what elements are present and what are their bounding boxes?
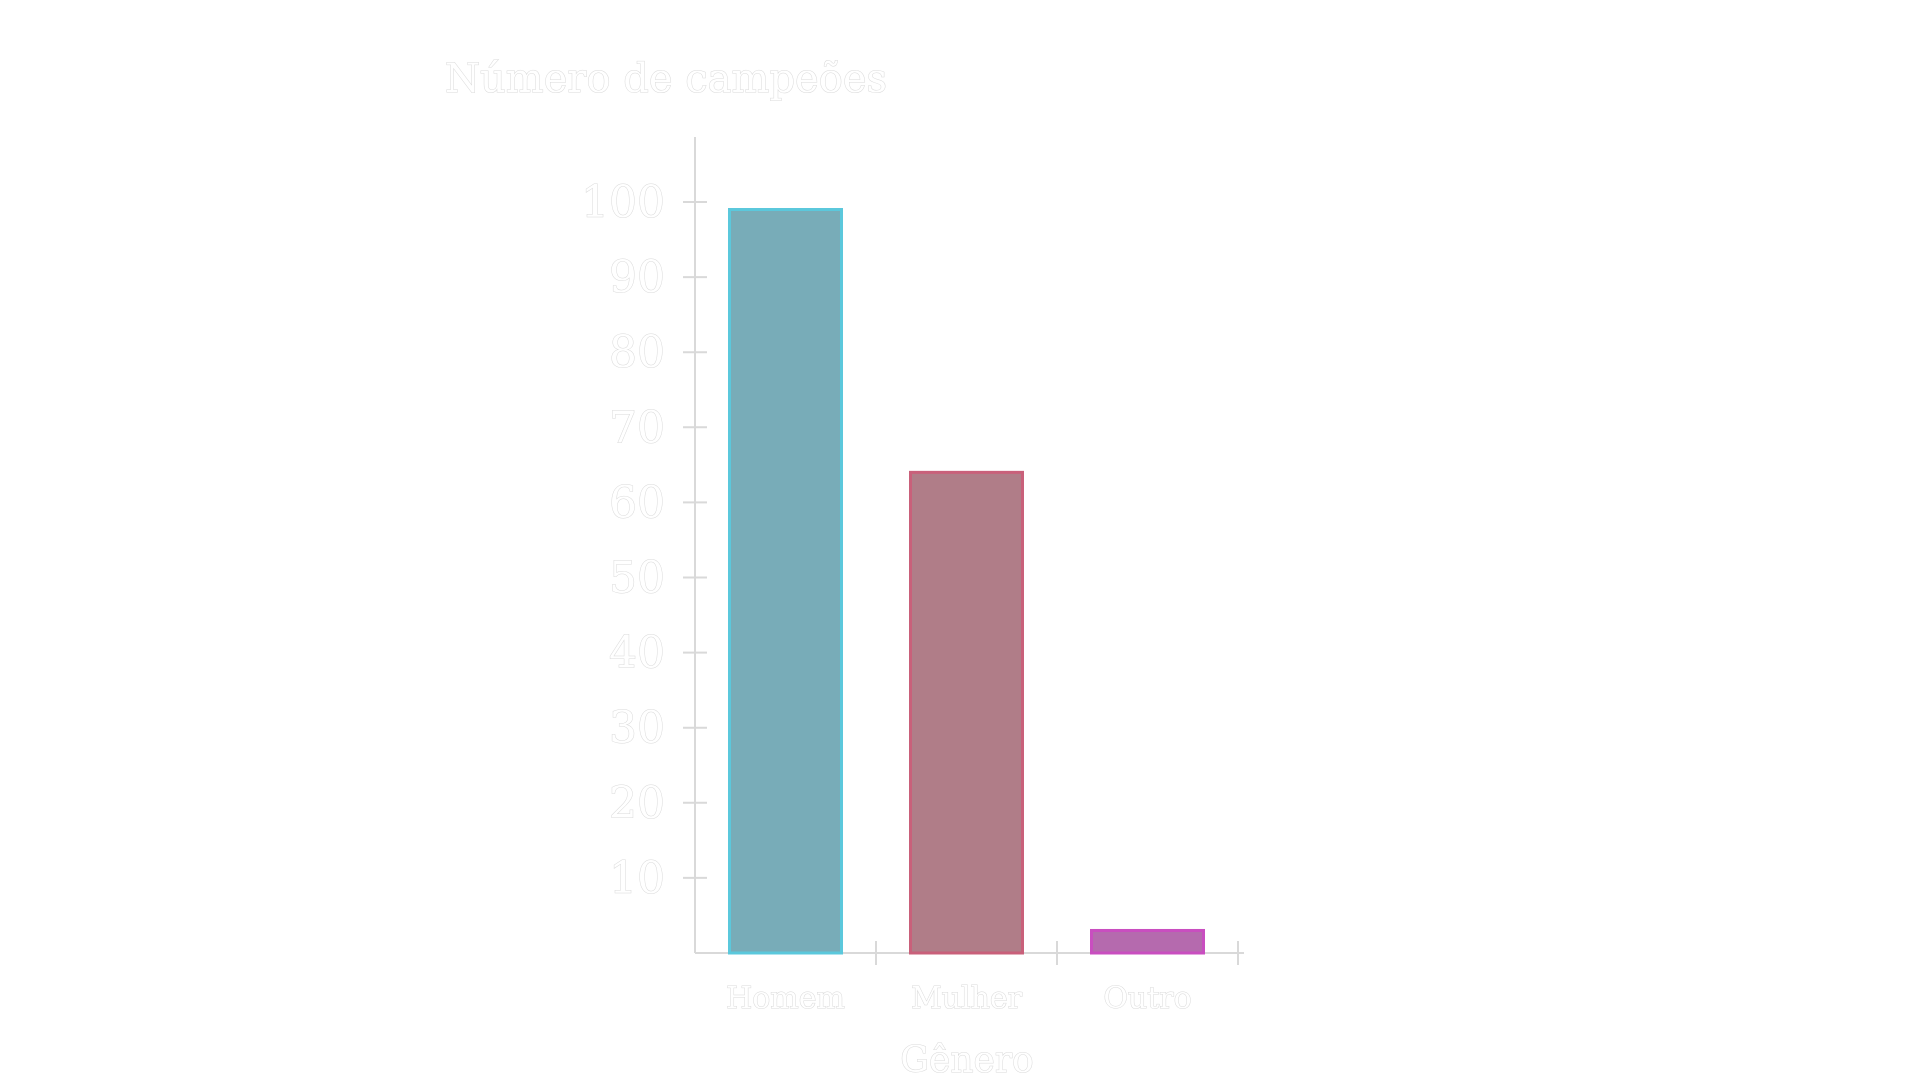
- bar-outro: [1090, 928, 1205, 955]
- y-tick-label: 80: [609, 327, 665, 378]
- y-tick-label: 100: [581, 177, 665, 228]
- x-axis-label: Gênero: [900, 1040, 1033, 1080]
- y-tick-label: 20: [609, 778, 665, 829]
- x-ticks: Homem Mulher Outro: [726, 941, 1239, 1017]
- bars: [728, 208, 1205, 955]
- y-tick-label: 50: [609, 553, 665, 604]
- y-tick-label: 70: [609, 402, 665, 453]
- y-ticks: 10 20 30 40 50 60 70 80 90 100: [581, 177, 707, 904]
- bar-homem: [728, 208, 843, 955]
- y-tick-label: 90: [609, 252, 665, 303]
- y-tick-label: 10: [609, 853, 665, 904]
- y-tick-label: 30: [609, 703, 665, 754]
- y-axis-label: Número de campeões: [445, 56, 887, 102]
- x-category-label: Mulher: [911, 981, 1023, 1016]
- x-category-label: Outro: [1103, 981, 1191, 1016]
- y-tick-label: 60: [609, 477, 665, 528]
- bar-mulher: [909, 470, 1024, 955]
- x-category-label: Homem: [726, 981, 845, 1016]
- y-tick-label: 40: [609, 628, 665, 679]
